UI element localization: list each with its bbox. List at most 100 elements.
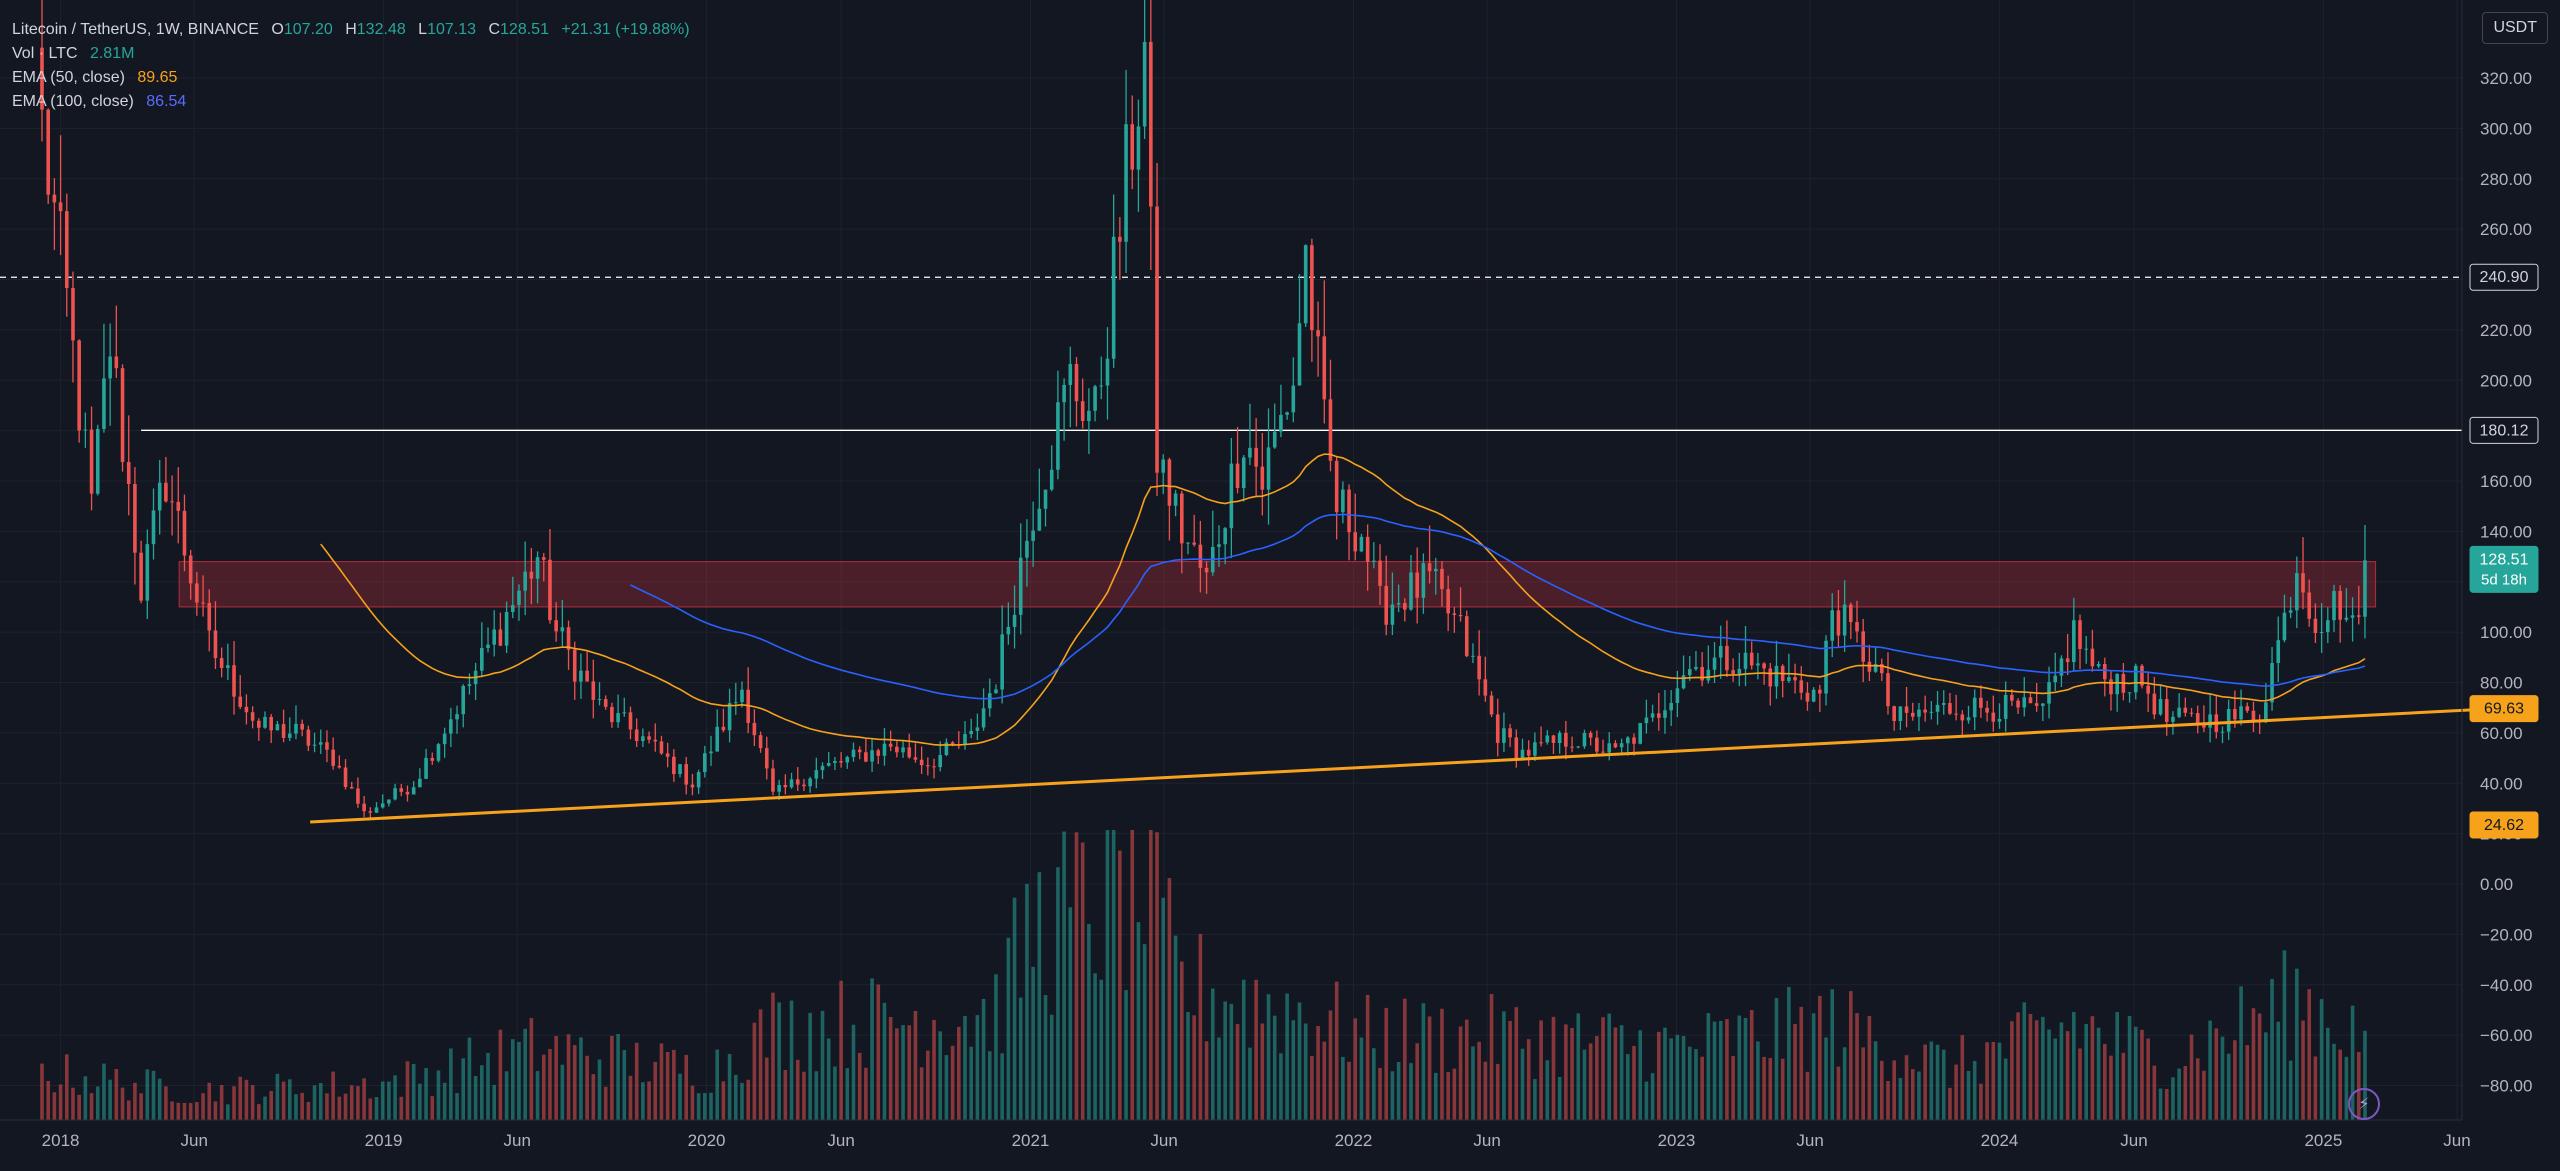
candle-body	[2034, 703, 2039, 706]
resistance-zone[interactable]	[178, 561, 2377, 608]
volume-bar	[362, 1078, 366, 1120]
candle-body	[2065, 658, 2070, 663]
volume-bar	[1904, 1055, 1909, 1120]
candle-body	[2245, 706, 2250, 711]
volume-bar	[182, 1103, 187, 1120]
flash-icon[interactable]: ⚡	[2348, 1088, 2380, 1120]
candle-body	[1018, 557, 1023, 615]
volume-bar	[634, 1042, 639, 1120]
support-trendline[interactable]	[310, 707, 2497, 824]
volume-bar	[349, 1085, 354, 1120]
legend-volume-row[interactable]: Vol · LTC 2.81M	[12, 42, 690, 66]
candle-body	[1080, 401, 1085, 421]
close-key: C	[488, 21, 501, 38]
candle-body	[83, 429, 88, 431]
volume-bar	[2214, 1028, 2219, 1120]
candle-body	[857, 749, 862, 753]
volume-bar	[560, 1064, 565, 1120]
volume-bar	[238, 1076, 243, 1120]
volume-bar	[950, 1045, 955, 1120]
price-tick-label: 80.00	[2480, 674, 2523, 693]
volume-bar	[2288, 1060, 2293, 1120]
volume-bar	[387, 1081, 391, 1120]
candle-body	[919, 759, 924, 766]
candle-body	[517, 590, 521, 606]
candle-body	[634, 729, 639, 742]
candle-body	[1836, 610, 1841, 636]
currency-button[interactable]: USDT	[2482, 12, 2548, 44]
candle-body	[696, 772, 701, 788]
legend-symbol-row[interactable]: Litecoin / TetherUS, 1W, BINANCE O107.20…	[12, 18, 690, 42]
volume-bar	[1303, 1023, 1308, 1120]
volume-bar	[1415, 1043, 1419, 1120]
candle-body	[938, 755, 943, 768]
candle-body	[740, 689, 744, 703]
volume-bar	[108, 1079, 112, 1120]
candle-body	[1842, 604, 1847, 636]
candle-body	[374, 807, 379, 813]
candle-body	[1570, 746, 1574, 748]
volume-bar	[857, 1052, 862, 1120]
volume-bar	[1440, 1008, 1444, 1120]
volume-bar	[498, 1029, 503, 1120]
legend-ema50-row[interactable]: EMA (50, close) 89.65	[12, 66, 690, 90]
candle-body	[987, 693, 992, 709]
candle-body	[758, 735, 763, 749]
candle-body	[777, 784, 781, 792]
candle-body	[1675, 688, 1680, 703]
volume-bar	[1347, 1061, 1351, 1120]
legend-ema100-row[interactable]: EMA (100, close) 86.54	[12, 90, 690, 114]
candle-body	[876, 750, 881, 756]
candle-body	[833, 761, 837, 763]
volume-bar	[851, 1024, 856, 1120]
candle-body	[1638, 723, 1643, 744]
candle-body	[1855, 622, 1859, 632]
volume-bar	[2332, 1043, 2336, 1120]
candle-body	[287, 733, 292, 738]
resistance-zone-layer	[178, 561, 2377, 608]
volume-bar	[473, 1075, 478, 1120]
volume-bar	[616, 1034, 620, 1120]
volume-bar	[2350, 1005, 2355, 1120]
volume-bar	[399, 1096, 404, 1120]
time-tick-label: 2020	[688, 1131, 726, 1150]
price-tick-label: −40.00	[2480, 976, 2532, 995]
candle-body	[2127, 692, 2132, 694]
symbol-title[interactable]: Litecoin / TetherUS, 1W, BINANCE	[12, 21, 259, 38]
candle-body	[1898, 706, 1903, 721]
candle-body	[1316, 330, 1320, 337]
candle-body	[2183, 707, 2188, 713]
candle-body	[1687, 669, 1692, 676]
volume-bar	[932, 1019, 936, 1120]
volume-bar	[455, 1093, 459, 1120]
candle-body	[1818, 689, 1822, 694]
candle-body	[566, 627, 571, 650]
volume-bar	[120, 1087, 125, 1120]
candle-body	[1886, 673, 1890, 707]
candle-body	[579, 670, 583, 682]
candle-body	[622, 712, 627, 714]
volume-bar	[1248, 1047, 1252, 1120]
candle-body	[1700, 666, 1704, 681]
volume-bar	[541, 1054, 546, 1120]
high-value: 132.48	[356, 21, 406, 38]
volume-bar	[1879, 1060, 1884, 1120]
volume-bar	[1886, 1080, 1890, 1120]
candle-body	[2264, 702, 2268, 723]
candle-body	[1867, 661, 1872, 672]
volume-bar	[684, 1054, 689, 1120]
candle-body	[1433, 568, 1438, 572]
price-tick-label: 40.00	[2480, 774, 2523, 793]
time-axis[interactable]: 2018 Jun 2019 Jun 2020 Jun 2021 Jun 2022 Jun 2023 J…	[0, 1119, 2471, 1150]
volume-bar	[1427, 1016, 1432, 1120]
candle-body	[157, 482, 162, 511]
candle-body	[393, 788, 397, 800]
volume-bar	[1062, 831, 1066, 1120]
candle-body	[1756, 663, 1760, 666]
volume-bar	[715, 1049, 720, 1120]
candle-body	[1520, 749, 1525, 759]
candle-body	[1595, 737, 1599, 752]
candle-body	[1694, 666, 1698, 670]
